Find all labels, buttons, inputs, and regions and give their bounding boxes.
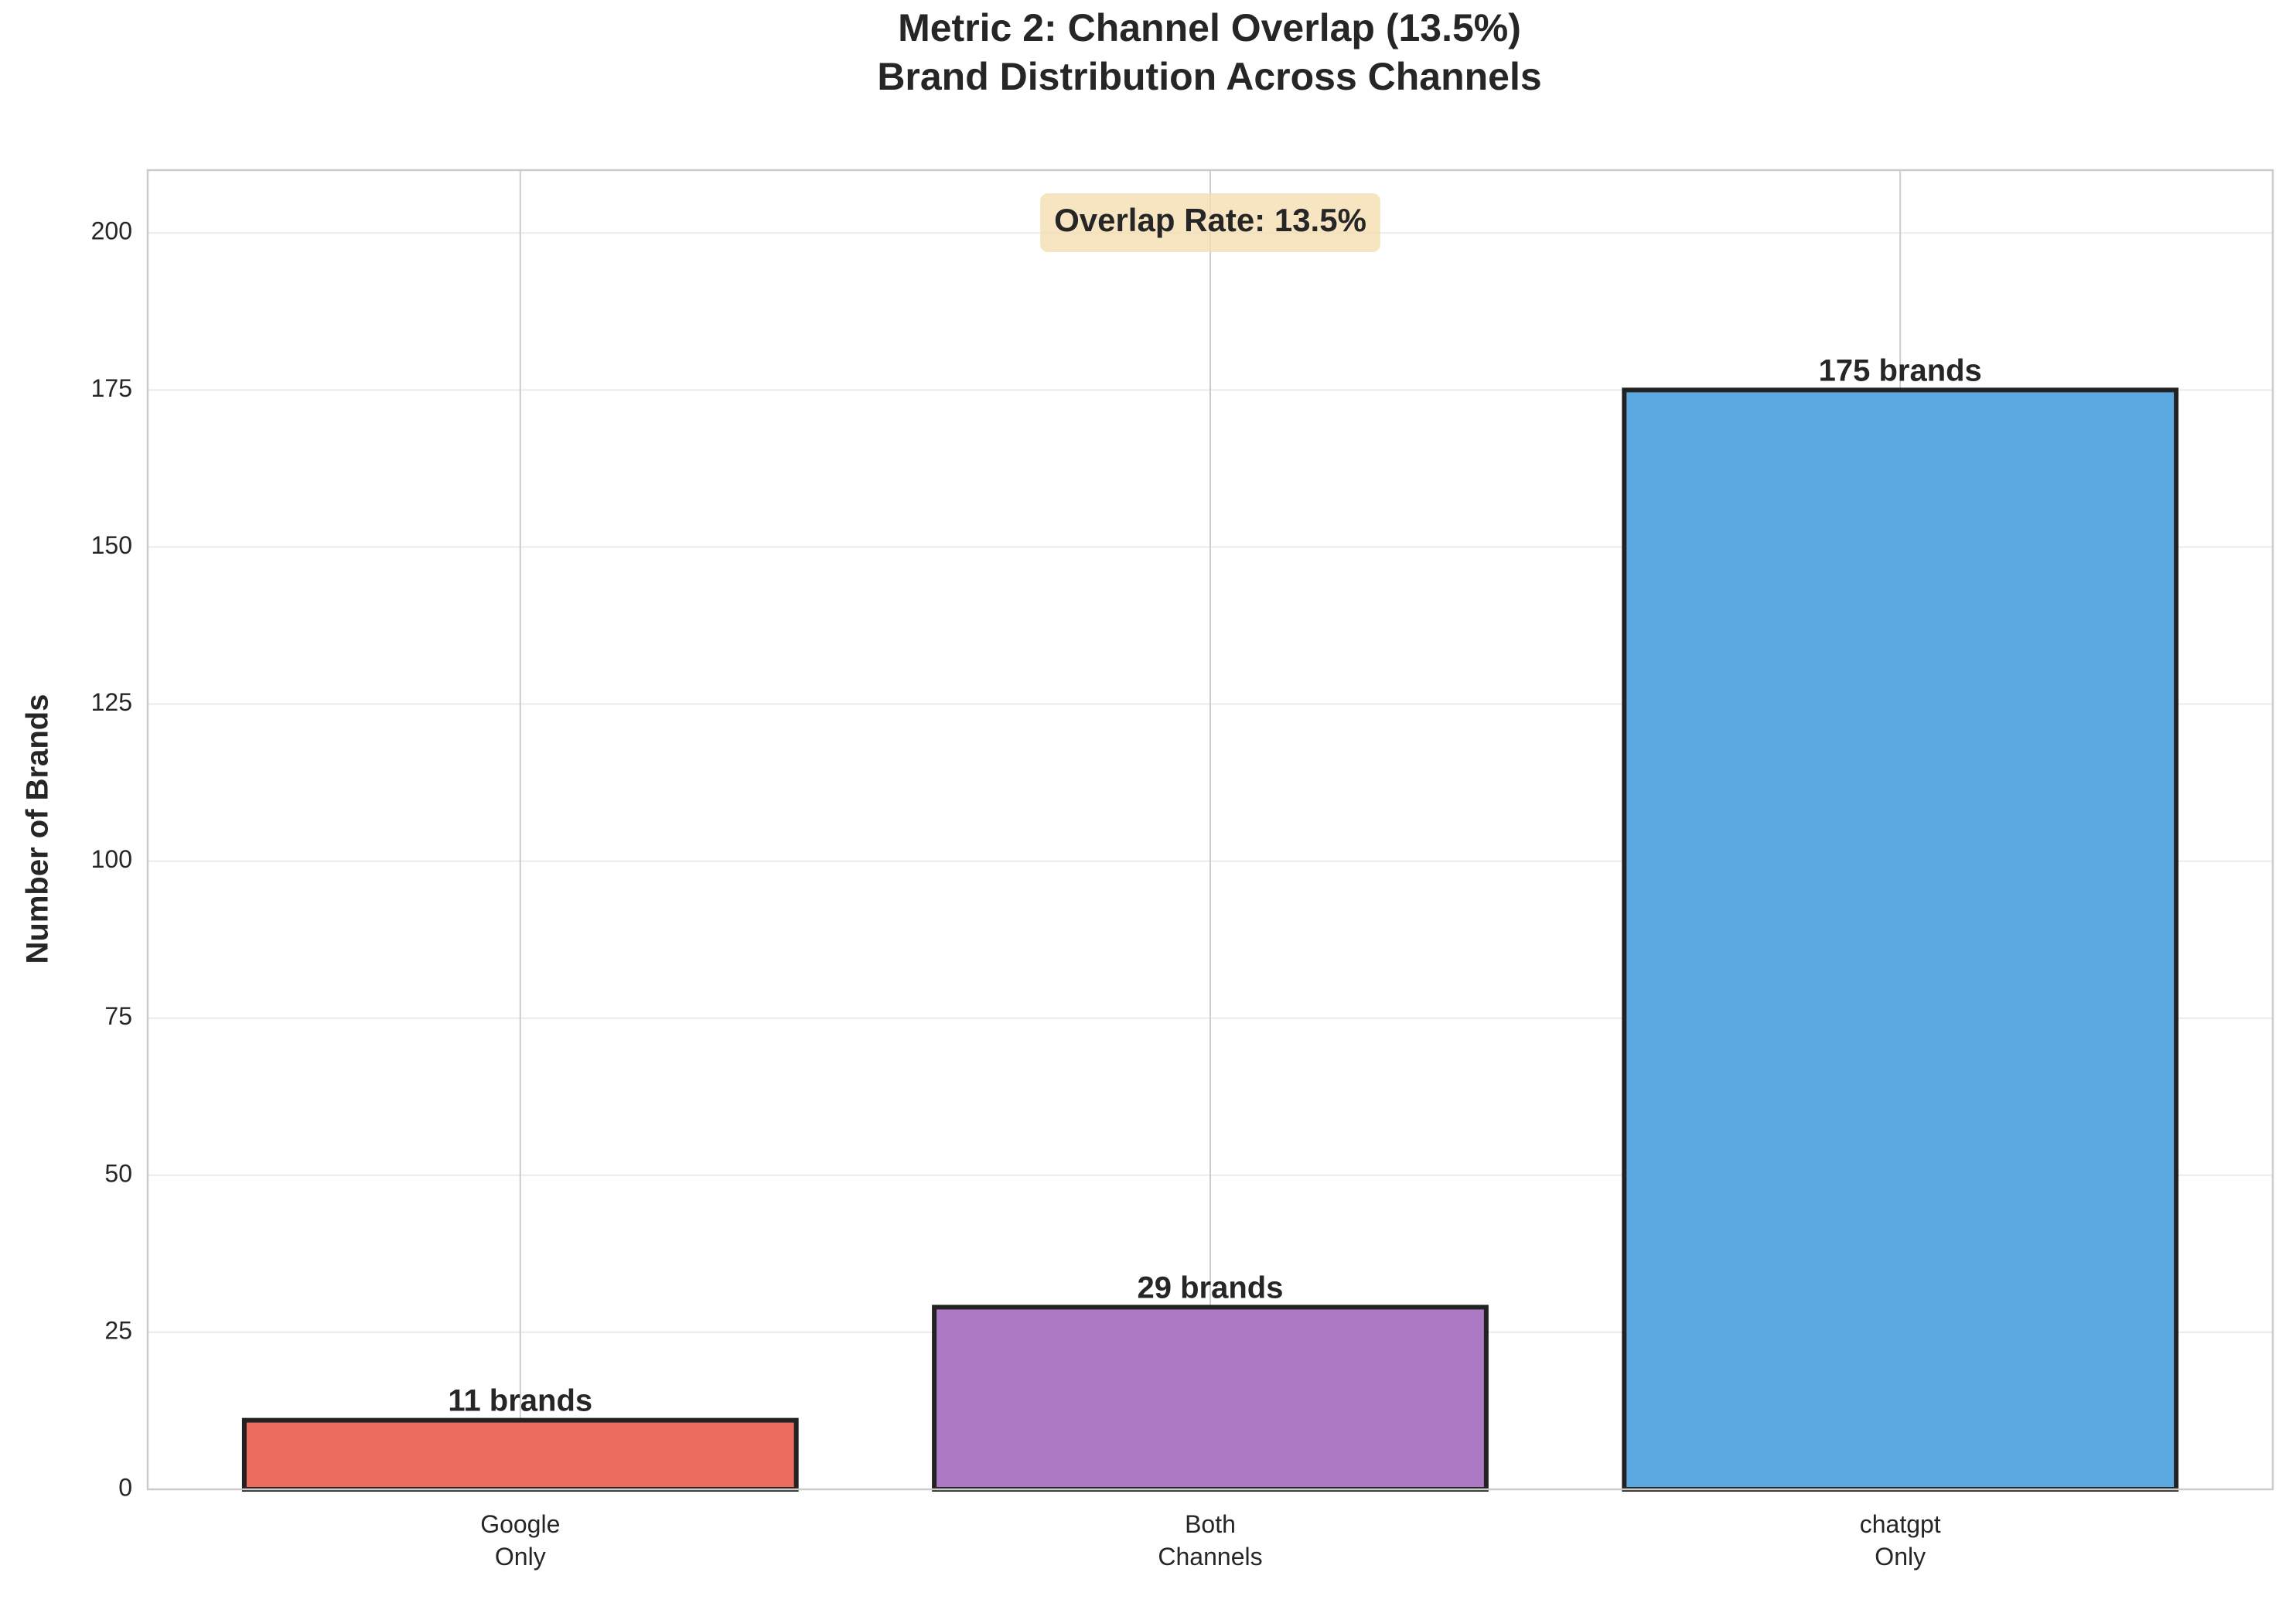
y-tick-label: 150: [91, 531, 132, 559]
value-label: 175 brands: [1819, 353, 1982, 387]
plot-frame: [146, 169, 2274, 1491]
y-axis-label: Number of Brands: [21, 694, 55, 964]
y-tick-label: 125: [91, 688, 132, 716]
y-tick-label: 175: [91, 374, 132, 402]
x-tick-label: Google Only: [480, 1510, 560, 1571]
y-tick-label: 25: [104, 1316, 132, 1344]
y-tick-label: 75: [104, 1002, 132, 1030]
x-tick-label: chatgpt Only: [1860, 1510, 1941, 1571]
y-tick-label: 0: [118, 1473, 132, 1501]
value-label: 11 brands: [448, 1384, 592, 1418]
x-tick-label: Both Channels: [1158, 1510, 1262, 1571]
bar: [241, 1417, 799, 1492]
annotation: Overlap Rate: 13.5%: [1054, 202, 1366, 238]
annotation-box: [1040, 193, 1380, 252]
bar: [1622, 387, 2179, 1492]
y-tick-label: 100: [91, 845, 132, 873]
y-tick-label: 200: [91, 217, 132, 245]
bar: [932, 1305, 1489, 1492]
chart-title: Metric 2: Channel Overlap (13.5%) Brand D…: [877, 6, 1541, 98]
y-tick-label: 50: [104, 1159, 132, 1187]
value-label: 29 brands: [1138, 1270, 1284, 1305]
